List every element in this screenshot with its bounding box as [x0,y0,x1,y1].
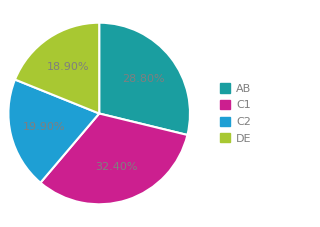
Legend: AB, C1, C2, DE: AB, C1, C2, DE [218,81,254,146]
Wedge shape [99,23,190,135]
Wedge shape [40,114,188,204]
Text: 18.90%: 18.90% [46,62,89,72]
Text: 28.80%: 28.80% [122,74,165,84]
Text: 19.90%: 19.90% [23,122,66,132]
Wedge shape [8,79,99,183]
Text: 32.40%: 32.40% [95,162,138,172]
Wedge shape [15,23,99,114]
